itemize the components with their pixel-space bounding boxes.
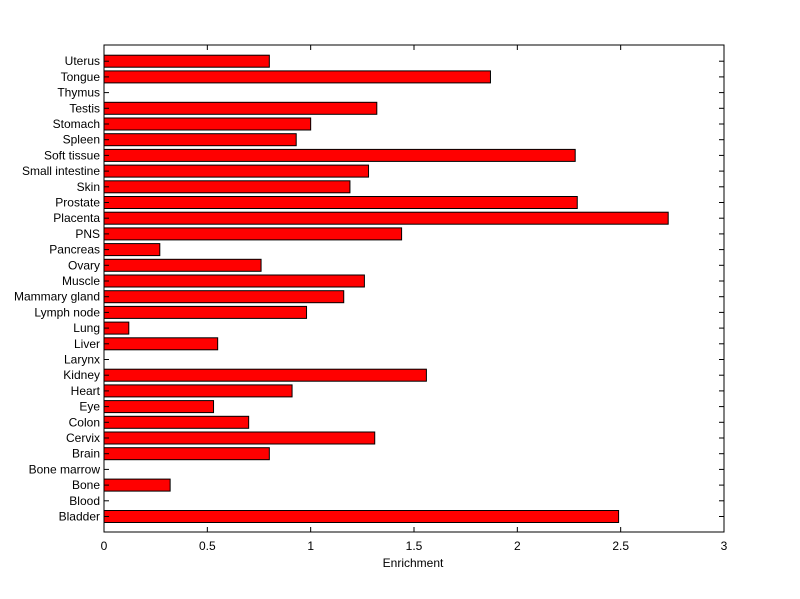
y-tick-label-prostate: Prostate [55,196,100,210]
y-tick-label-heart: Heart [71,384,101,398]
bar-kidney [103,368,427,382]
bar-bladder [103,510,620,523]
y-tick-label-brain: Brain [72,447,100,461]
y-tick-label-bladder: Bladder [59,510,100,524]
bar-pancreas [103,243,161,257]
y-tick-label-muscle: Muscle [62,274,100,288]
bar-eye [103,400,215,414]
y-tick-label-uterus: Uterus [65,54,100,68]
y-tick-label-stomach: Stomach [53,117,100,131]
y-tick-label-larynx: Larynx [64,353,100,367]
y-tick-label-soft-tissue: Soft tissue [44,148,100,162]
y-tick-label-liver: Liver [74,337,100,351]
y-tick-label-lymph-node: Lymph node [34,305,100,319]
bar-heart [103,384,293,398]
x-tick-label-1: 1 [307,539,314,553]
y-tick-label-pancreas: Pancreas [49,243,100,257]
bar-skin [103,180,351,194]
y-tick-label-lung: Lung [73,321,100,335]
bar-bone [103,478,171,492]
y-tick-label-blood: Blood [69,494,100,508]
x-axis-label: Enrichment [383,556,444,570]
bar-colon [103,415,250,429]
bar-uterus [103,54,270,68]
y-tick-label-skin: Skin [77,180,100,194]
bars-group [103,54,669,523]
x-ticks-group: 0 0.5 1 1.5 2 2.5 3 [101,45,728,553]
x-tick-label-2: 2 [514,539,521,553]
y-tick-label-spleen: Spleen [63,133,100,147]
bar-mammary-gland [103,290,345,304]
y-tick-label-kidney: Kidney [63,368,100,382]
y-tick-label-mammary-gland: Mammary gland [14,290,100,304]
y-tick-label-eye: Eye [79,400,100,414]
x-tick-label-1-5: 1.5 [406,539,423,553]
y-tick-label-thymus: Thymus [57,86,100,100]
bar-tongue [103,70,491,84]
bar-muscle [103,274,365,288]
y-tick-label-tongue: Tongue [61,70,101,84]
x-tick-label-3: 3 [721,539,728,553]
bar-ovary [103,258,262,272]
bar-placenta [103,211,669,225]
bar-cervix [103,431,376,445]
x-tick-label-2-5: 2.5 [612,539,629,553]
y-tick-label-ovary: Ovary [68,258,100,272]
bar-lymph-node [103,305,308,319]
x-tick-label-0: 0 [101,539,108,553]
bar-small-intestine [103,164,370,178]
y-tick-label-small-intestine: Small intestine [22,164,100,178]
y-tick-label-placenta: Placenta [53,211,100,225]
bar-prostate [103,196,578,209]
y-tick-label-bone: Bone [72,478,100,492]
bar-pns [103,227,403,241]
y-tick-label-pns: PNS [75,227,100,241]
y-tick-label-colon: Colon [69,415,100,429]
y-tick-label-bone-marrow: Bone marrow [29,462,101,476]
y-tick-label-cervix: Cervix [66,431,100,445]
y-tick-label-testis: Testis [69,101,100,115]
bar-testis [103,101,378,115]
bar-liver [103,337,219,351]
bar-brain [103,447,270,461]
x-tick-label-0-5: 0.5 [199,539,216,553]
bar-spleen [103,133,297,147]
bar-soft-tissue [103,148,576,162]
bar-stomach [103,117,312,131]
